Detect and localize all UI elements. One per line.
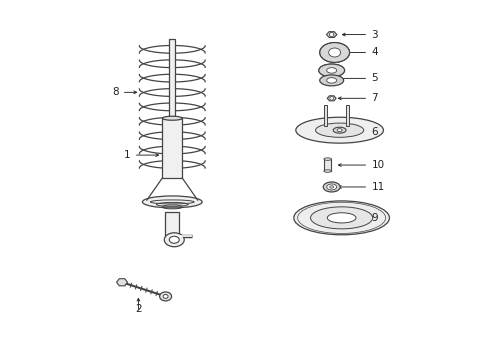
Bar — [170, 39, 175, 118]
Text: 11: 11 — [371, 182, 385, 192]
Circle shape — [330, 96, 334, 100]
Ellipse shape — [327, 184, 337, 190]
Ellipse shape — [324, 170, 331, 172]
Ellipse shape — [296, 117, 384, 143]
Bar — [165, 212, 179, 238]
Text: 7: 7 — [371, 93, 378, 103]
Bar — [324, 105, 327, 126]
Ellipse shape — [169, 236, 179, 243]
Ellipse shape — [324, 158, 331, 160]
Ellipse shape — [327, 213, 356, 223]
Text: 4: 4 — [371, 48, 378, 58]
Circle shape — [329, 32, 334, 37]
Ellipse shape — [162, 116, 182, 120]
Ellipse shape — [164, 233, 184, 247]
Text: 2: 2 — [135, 305, 142, 315]
Ellipse shape — [294, 201, 390, 235]
Text: 9: 9 — [371, 213, 378, 223]
Bar — [324, 159, 331, 171]
Ellipse shape — [311, 207, 373, 229]
Ellipse shape — [330, 186, 334, 188]
Ellipse shape — [337, 129, 342, 132]
Text: 3: 3 — [371, 30, 378, 40]
Text: 1: 1 — [124, 150, 130, 160]
Ellipse shape — [333, 127, 346, 133]
Text: 10: 10 — [371, 160, 385, 170]
Polygon shape — [326, 32, 337, 37]
Ellipse shape — [143, 196, 202, 208]
Ellipse shape — [319, 75, 343, 86]
Ellipse shape — [327, 78, 337, 83]
Ellipse shape — [327, 68, 337, 73]
Ellipse shape — [323, 182, 340, 192]
Bar — [162, 118, 182, 178]
Bar — [346, 105, 349, 126]
Text: 6: 6 — [371, 127, 378, 137]
Ellipse shape — [163, 294, 168, 298]
Ellipse shape — [160, 292, 172, 301]
Text: 8: 8 — [112, 87, 119, 97]
Ellipse shape — [329, 48, 341, 57]
Text: 5: 5 — [371, 73, 378, 84]
Ellipse shape — [316, 123, 364, 137]
Polygon shape — [117, 279, 127, 286]
Polygon shape — [327, 96, 336, 101]
Ellipse shape — [319, 42, 349, 62]
Ellipse shape — [318, 64, 344, 77]
